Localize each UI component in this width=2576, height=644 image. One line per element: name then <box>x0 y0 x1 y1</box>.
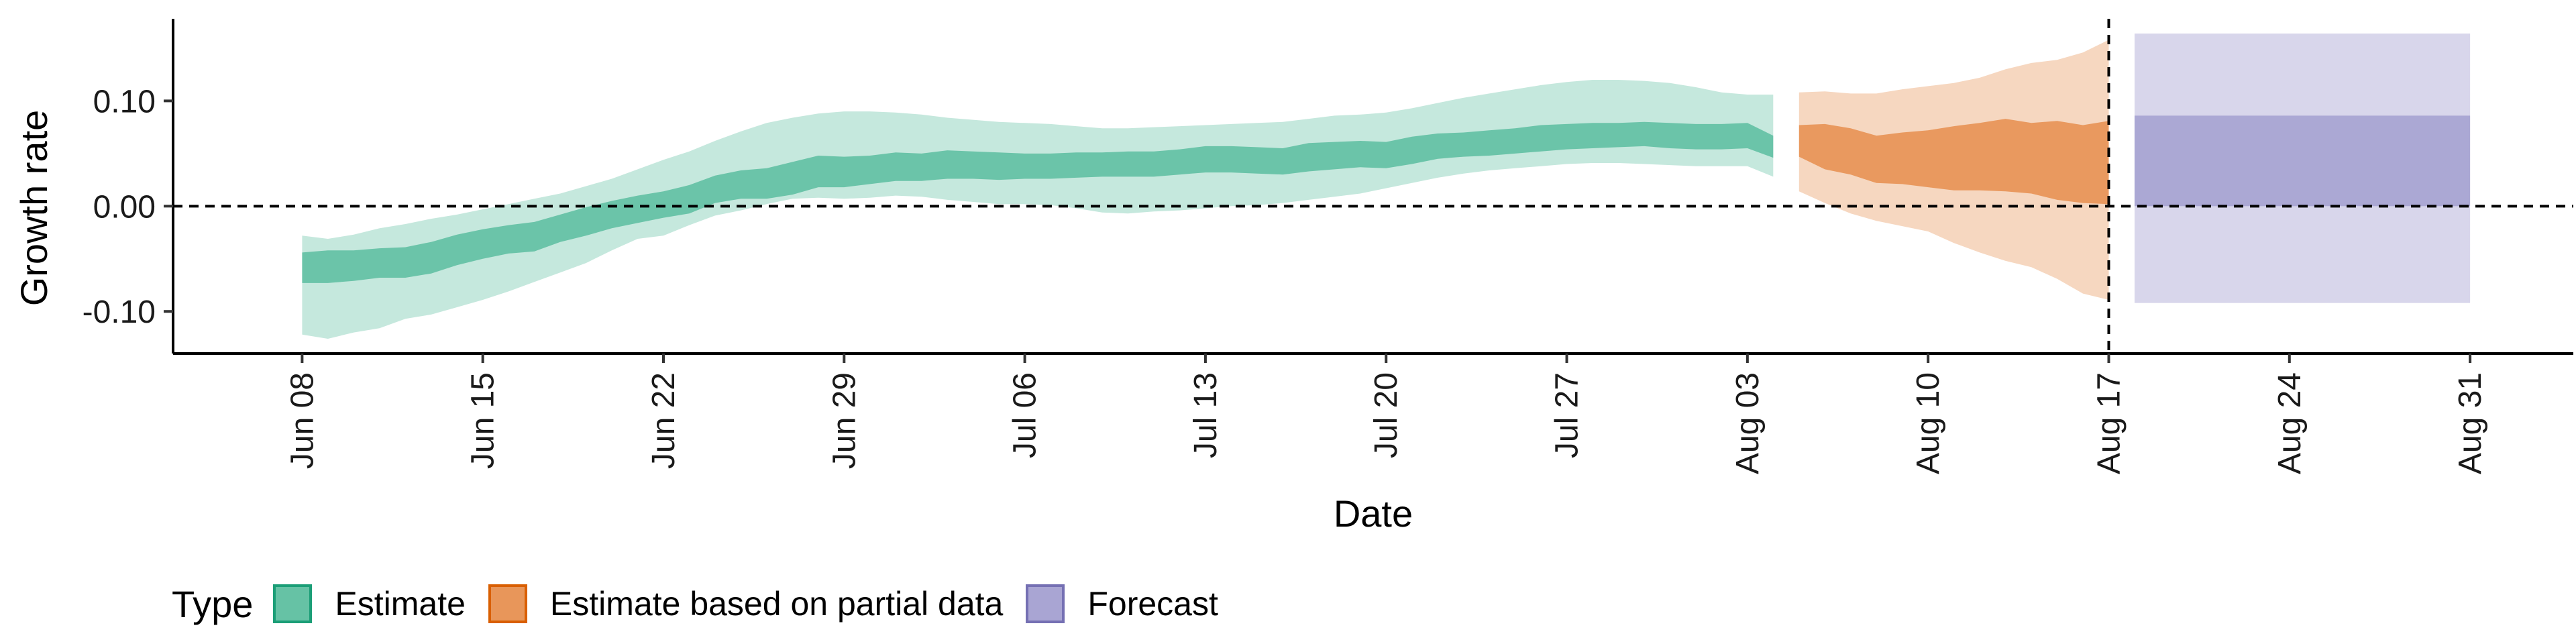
legend-key-estimate <box>273 584 313 623</box>
estimate-band-90 <box>302 80 1774 339</box>
legend: Type Estimate Estimate based on partial … <box>172 576 1241 632</box>
legend-label-estimate: Estimate <box>335 585 466 623</box>
legend-item-forecast: Forecast <box>1026 584 1218 623</box>
y-tick-label: -0.10 <box>83 294 156 330</box>
estimate-based-on-partial-data-band-50 <box>1799 119 2109 205</box>
x-tick-label: Jun 22 <box>646 372 682 469</box>
x-tick-label: Jul 06 <box>1008 372 1043 458</box>
x-tick-label: Aug 31 <box>2453 372 2488 474</box>
legend-item-partial-data: Estimate based on partial data <box>488 584 1003 623</box>
x-tick-label: Jul 13 <box>1188 372 1224 458</box>
forecast-band-50 <box>2134 115 2471 207</box>
x-axis-title: Date <box>1334 492 1413 535</box>
x-tick-label: Aug 03 <box>1730 372 1766 474</box>
y-tick-label: 0.00 <box>93 189 156 225</box>
x-tick-label: Aug 24 <box>2272 372 2308 474</box>
reference-lines <box>173 19 2573 354</box>
axes: -0.10 0.00 0.10 Jun 08 Jun 15 Jun 22 Jun 29 Jul… <box>83 19 2573 474</box>
legend-label-partial-data: Estimate based on partial data <box>549 585 1004 623</box>
legend-label-forecast: Forecast <box>1087 585 1218 623</box>
estimate-band-50 <box>302 121 1774 283</box>
x-tick-label: Jul 20 <box>1368 372 1404 458</box>
x-tick-label: Aug 17 <box>2092 372 2127 474</box>
legend-key-partial-data <box>488 584 527 623</box>
legend-key-forecast <box>1026 584 1065 623</box>
x-tick-label: Jun 15 <box>466 372 501 469</box>
uncertainty-bands <box>302 33 2471 339</box>
x-tick-label: Aug 10 <box>1911 372 1946 474</box>
x-tick-label: Jun 08 <box>284 372 320 469</box>
x-tick-label: Jun 29 <box>826 372 862 469</box>
y-axis-title: Growth rate <box>13 110 55 307</box>
y-tick-label: 0.10 <box>93 84 156 119</box>
legend-item-estimate: Estimate <box>273 584 466 623</box>
x-tick-label: Jul 27 <box>1550 372 1585 458</box>
legend-title: Type <box>172 582 254 625</box>
